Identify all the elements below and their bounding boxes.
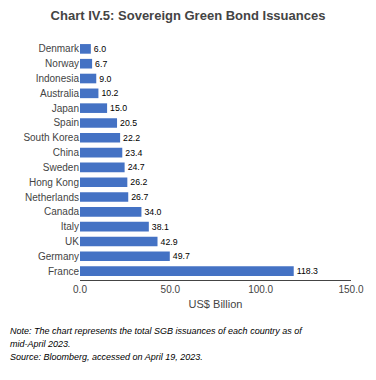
svg-text:26.7: 26.7 (131, 192, 148, 202)
svg-text:Japan: Japan (52, 103, 79, 114)
svg-text:42.9: 42.9 (161, 237, 178, 247)
svg-text:Hong Kong: Hong Kong (29, 177, 79, 188)
svg-text:23.4: 23.4 (125, 148, 142, 158)
svg-text:Australia: Australia (40, 88, 79, 99)
svg-text:Indonesia: Indonesia (36, 73, 80, 84)
svg-text:Chart IV.5: Sovereign Green Bo: Chart IV.5: Sovereign Green Bond Issuanc… (51, 8, 326, 23)
svg-text:Netherlands: Netherlands (25, 192, 79, 203)
svg-text:Note: The chart represents the: Note: The chart represents the total SGB… (10, 326, 303, 336)
svg-text:22.2: 22.2 (123, 133, 140, 143)
svg-text:6.7: 6.7 (95, 59, 107, 69)
svg-text:South Korea: South Korea (23, 132, 79, 143)
svg-text:9.0: 9.0 (99, 74, 111, 84)
svg-text:Norway: Norway (45, 58, 79, 69)
svg-text:15.0: 15.0 (110, 103, 127, 113)
svg-text:Source: Bloomberg, accessed on: Source: Bloomberg, accessed on April 19,… (10, 352, 203, 362)
svg-text:Canada: Canada (44, 206, 79, 217)
svg-text:10.2: 10.2 (101, 88, 118, 98)
svg-text:20.5: 20.5 (120, 118, 137, 128)
svg-text:0.0: 0.0 (73, 284, 87, 295)
svg-text:Italy: Italy (61, 221, 79, 232)
svg-text:100.0: 100.0 (248, 284, 273, 295)
svg-text:50.0: 50.0 (161, 284, 181, 295)
svg-text:118.3: 118.3 (297, 266, 318, 276)
svg-text:6.0: 6.0 (94, 44, 106, 54)
svg-text:mid-April 2023.: mid-April 2023. (10, 339, 71, 349)
svg-text:Spain: Spain (53, 117, 79, 128)
svg-text:France: France (48, 266, 80, 277)
svg-text:34.0: 34.0 (144, 207, 161, 217)
svg-text:26.2: 26.2 (130, 177, 147, 187)
svg-text:Sweden: Sweden (43, 162, 79, 173)
svg-text:China: China (53, 147, 80, 158)
svg-text:49.7: 49.7 (173, 251, 190, 261)
svg-text:150.0: 150.0 (338, 284, 363, 295)
svg-text:US$ Billion: US$ Billion (189, 298, 243, 310)
svg-text:UK: UK (65, 236, 79, 247)
svg-text:24.7: 24.7 (128, 162, 145, 172)
svg-text:Denmark: Denmark (38, 43, 80, 54)
svg-text:38.1: 38.1 (152, 222, 169, 232)
svg-text:Germany: Germany (38, 251, 79, 262)
